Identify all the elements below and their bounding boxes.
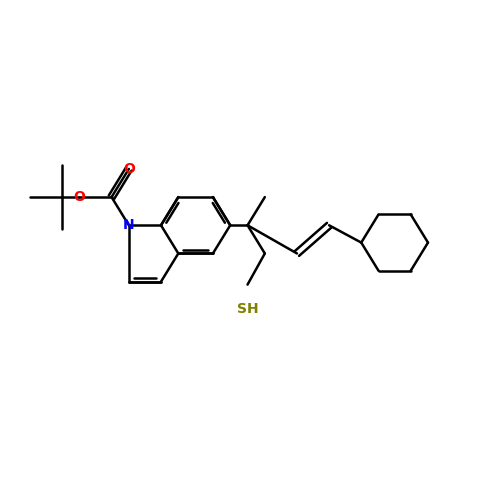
Text: O: O <box>123 162 135 176</box>
Text: SH: SH <box>236 302 258 316</box>
Text: N: N <box>123 218 134 232</box>
Text: O: O <box>74 190 86 204</box>
